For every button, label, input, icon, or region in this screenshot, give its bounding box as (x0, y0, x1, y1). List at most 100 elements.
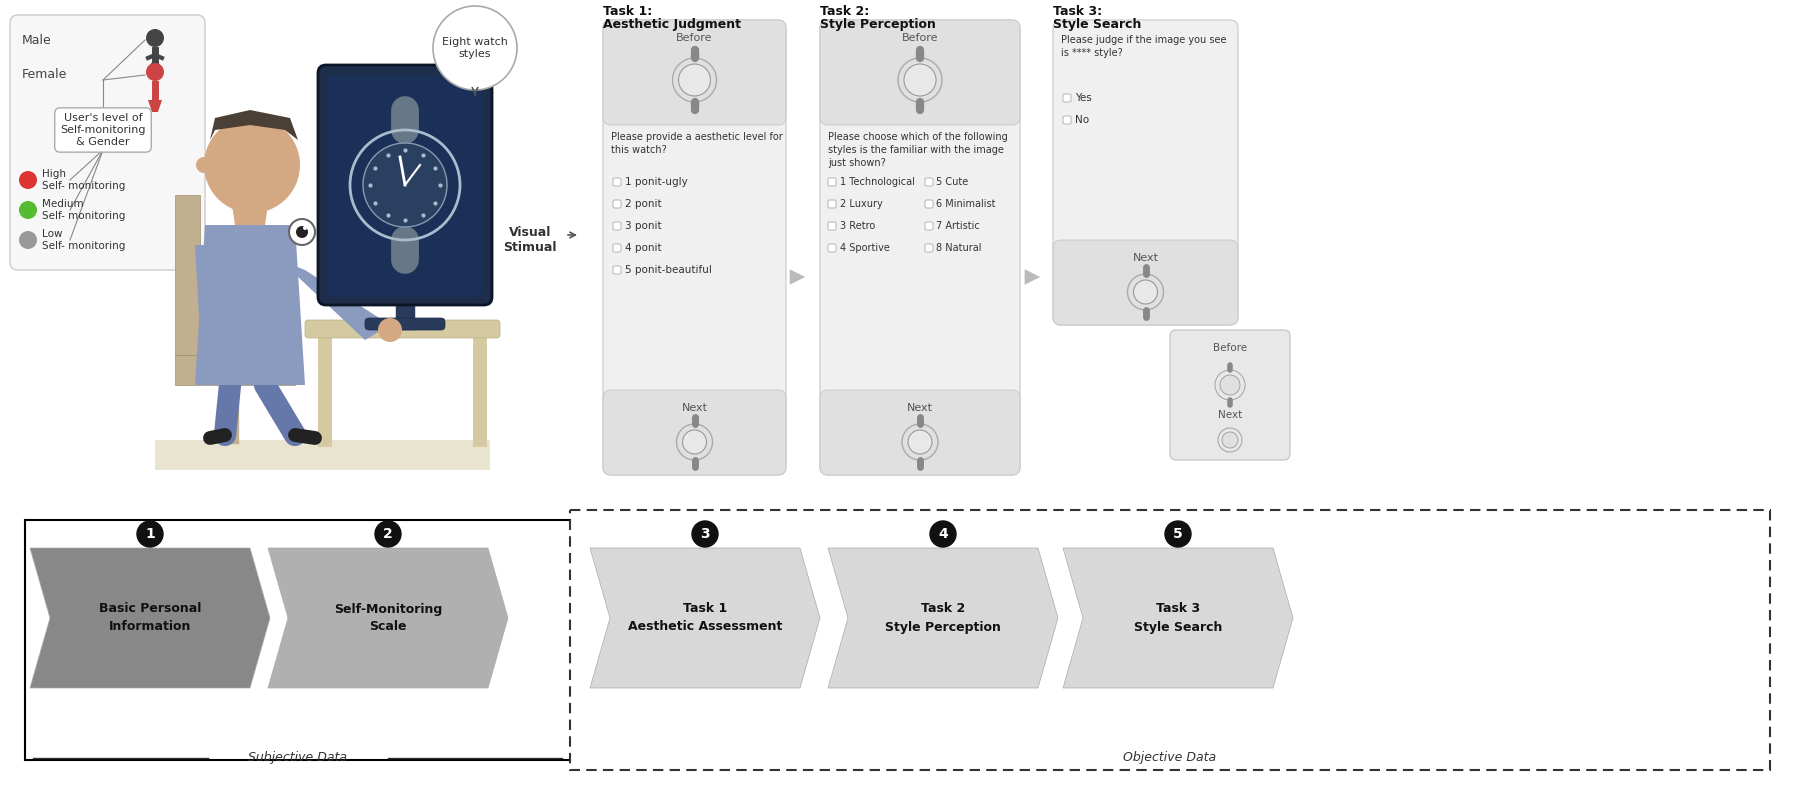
Text: Low
Self- monitoring: Low Self- monitoring (41, 229, 126, 251)
Text: 1 ponit-ugly: 1 ponit-ugly (625, 177, 688, 187)
Text: 5: 5 (1173, 527, 1182, 541)
Text: 4: 4 (938, 527, 947, 541)
FancyBboxPatch shape (613, 266, 622, 274)
FancyBboxPatch shape (925, 222, 933, 230)
Text: Style Perception: Style Perception (819, 18, 936, 31)
Text: Task 1:: Task 1: (604, 5, 652, 18)
Polygon shape (155, 440, 491, 470)
Text: 7 Artistic: 7 Artistic (936, 221, 979, 231)
FancyBboxPatch shape (828, 244, 836, 252)
Circle shape (692, 521, 719, 547)
FancyBboxPatch shape (925, 200, 933, 208)
Text: Yes: Yes (1075, 93, 1093, 103)
Text: Before: Before (902, 33, 938, 43)
FancyBboxPatch shape (613, 244, 622, 252)
FancyBboxPatch shape (604, 20, 785, 475)
Circle shape (196, 157, 212, 173)
Text: Before: Before (676, 33, 713, 43)
Text: Information: Information (110, 620, 190, 634)
Text: 2: 2 (383, 527, 394, 541)
Text: Style Search: Style Search (1134, 620, 1222, 634)
Text: No: No (1075, 115, 1089, 125)
Text: Please provide a aesthetic level for
this watch?: Please provide a aesthetic level for thi… (611, 132, 783, 155)
Circle shape (363, 143, 447, 227)
Text: 2 Luxury: 2 Luxury (839, 199, 882, 209)
Circle shape (1222, 432, 1238, 448)
Circle shape (146, 63, 164, 81)
FancyBboxPatch shape (828, 178, 836, 186)
Circle shape (376, 521, 401, 547)
FancyBboxPatch shape (925, 244, 933, 252)
Text: Subjective Data: Subjective Data (248, 752, 347, 764)
Text: Task 3: Task 3 (1155, 603, 1200, 615)
FancyBboxPatch shape (819, 20, 1021, 125)
FancyBboxPatch shape (925, 178, 933, 186)
Circle shape (931, 521, 956, 547)
FancyBboxPatch shape (613, 200, 622, 208)
Circle shape (683, 430, 706, 454)
Polygon shape (147, 100, 162, 112)
Circle shape (297, 226, 307, 238)
Circle shape (679, 64, 710, 96)
FancyBboxPatch shape (604, 390, 785, 475)
Text: 4 ponit: 4 ponit (625, 243, 661, 253)
FancyBboxPatch shape (613, 178, 622, 186)
Circle shape (289, 219, 314, 245)
Polygon shape (280, 260, 390, 340)
FancyBboxPatch shape (828, 200, 836, 208)
Polygon shape (210, 110, 298, 140)
Polygon shape (268, 548, 509, 688)
FancyBboxPatch shape (613, 222, 622, 230)
Text: Style Search: Style Search (1053, 18, 1141, 31)
Text: Please judge if the image you see
is **** style?: Please judge if the image you see is ***… (1060, 35, 1227, 58)
Text: Objective Data: Objective Data (1123, 752, 1217, 764)
Text: Basic Personal: Basic Personal (99, 603, 201, 615)
FancyBboxPatch shape (365, 318, 446, 330)
Text: 3 Retro: 3 Retro (839, 221, 875, 231)
FancyBboxPatch shape (1170, 330, 1290, 460)
Circle shape (1134, 280, 1157, 304)
Text: Eight watch
styles: Eight watch styles (442, 37, 509, 59)
Circle shape (20, 171, 38, 189)
Text: Task 1: Task 1 (683, 603, 728, 615)
FancyBboxPatch shape (1064, 116, 1071, 124)
Circle shape (1220, 375, 1240, 395)
Circle shape (20, 231, 38, 249)
Polygon shape (174, 195, 199, 355)
Text: Visual
Stimual: Visual Stimual (503, 226, 557, 254)
Circle shape (146, 29, 164, 47)
FancyBboxPatch shape (329, 75, 482, 297)
Text: 8 Natural: 8 Natural (936, 243, 981, 253)
Text: Before: Before (1213, 343, 1247, 353)
Polygon shape (589, 548, 819, 688)
Text: Self-Monitoring: Self-Monitoring (334, 603, 442, 615)
FancyBboxPatch shape (828, 222, 836, 230)
Text: 5 Cute: 5 Cute (936, 177, 969, 187)
Text: Style Perception: Style Perception (886, 620, 1001, 634)
Text: Next: Next (1218, 410, 1242, 420)
Text: Next: Next (907, 403, 933, 413)
FancyBboxPatch shape (11, 15, 205, 270)
Polygon shape (196, 225, 305, 385)
FancyBboxPatch shape (1053, 240, 1238, 325)
Polygon shape (196, 245, 225, 335)
Text: Aesthetic Assessment: Aesthetic Assessment (627, 620, 782, 634)
Text: Please choose which of the following
styles is the familiar with the image
just : Please choose which of the following sty… (828, 132, 1008, 168)
Text: 2 ponit: 2 ponit (625, 199, 661, 209)
Text: Medium
Self- monitoring: Medium Self- monitoring (41, 199, 126, 220)
Text: Task 2: Task 2 (920, 603, 965, 615)
Text: Male: Male (22, 33, 52, 47)
Text: 3: 3 (701, 527, 710, 541)
Circle shape (137, 521, 164, 547)
Text: Scale: Scale (368, 620, 406, 634)
Text: Next: Next (1132, 253, 1159, 263)
FancyBboxPatch shape (305, 320, 500, 338)
Polygon shape (232, 205, 268, 225)
Circle shape (304, 226, 307, 230)
FancyBboxPatch shape (819, 20, 1021, 475)
Circle shape (907, 430, 933, 454)
Text: 1 Technological: 1 Technological (839, 177, 915, 187)
Circle shape (433, 6, 518, 90)
Text: Female: Female (22, 68, 66, 82)
Text: 4 Sportive: 4 Sportive (839, 243, 890, 253)
